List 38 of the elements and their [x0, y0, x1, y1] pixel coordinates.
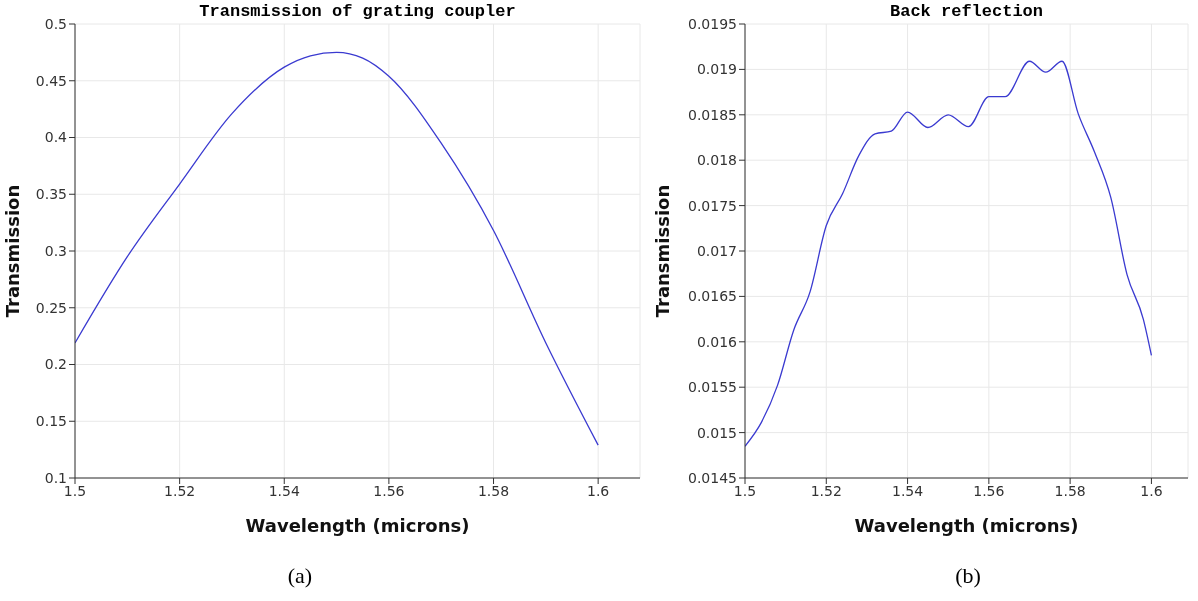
x-axis-title: Wavelength (microns) — [245, 515, 470, 536]
x-tick-label: 1.52 — [810, 482, 842, 499]
y-tick-label: 0.0165 — [688, 288, 737, 305]
y-tick-label: 0.4 — [44, 129, 68, 146]
y-tick-label: 0.017 — [696, 242, 737, 259]
x-tick-label: 1.54 — [891, 482, 924, 499]
y-tick-label: 0.0155 — [688, 379, 737, 396]
y-tick-label: 0.35 — [35, 186, 67, 203]
x-tick-label: 1.58 — [477, 482, 510, 499]
y-axis-title: Transmission — [652, 184, 674, 318]
chart-title: Back reflection — [889, 2, 1044, 21]
y-tick-label: 0.45 — [35, 72, 67, 89]
x-tick-label: 1.6 — [1140, 482, 1163, 499]
x-tick-label: 1.56 — [373, 482, 405, 499]
y-tick-label: 0.25 — [35, 299, 67, 316]
y-tick-label: 0.016 — [696, 333, 738, 350]
y-tick-label: 0.0195 — [688, 15, 737, 32]
line-series — [745, 60, 1153, 447]
line-series — [75, 51, 599, 446]
y-tick-label: 0.0175 — [688, 197, 737, 214]
x-tick-label: 1.56 — [973, 482, 1005, 499]
y-tick-label: 0.3 — [44, 242, 67, 259]
x-tick-label: 1.54 — [268, 482, 300, 499]
y-tick-label: 0.5 — [44, 15, 67, 32]
y-tick-label: 0.019 — [696, 61, 737, 78]
x-tick-label: 1.52 — [164, 482, 196, 499]
text: (b) — [954, 563, 982, 589]
y-tick-label: 0.15 — [35, 413, 67, 430]
y-tick-label: 0.015 — [696, 424, 737, 441]
y-tick-label: 0.2 — [44, 356, 67, 373]
y-tick-label: 0.018 — [696, 152, 737, 169]
x-tick-label: 1.58 — [1054, 482, 1086, 499]
y-axis-title: Transmission — [2, 184, 24, 318]
chart-title: Transmission of grating coupler — [198, 2, 517, 21]
x-tick-label: 1.6 — [587, 482, 610, 499]
x-axis-title: Wavelength (microns) — [854, 515, 1079, 536]
y-tick-label: 0.0185 — [688, 106, 737, 123]
text: (a) — [286, 563, 314, 589]
